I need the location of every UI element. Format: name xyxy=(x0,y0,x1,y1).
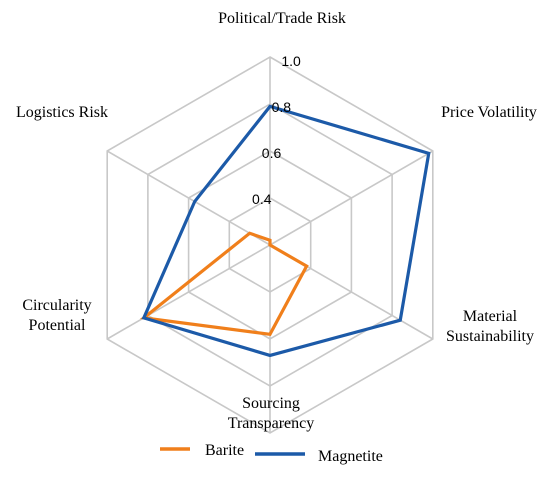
axis-label-2: Material Sustainability xyxy=(446,308,534,345)
tick-label-0: 0.4 xyxy=(252,191,272,207)
legend-label-1: Magnetite xyxy=(318,448,383,465)
axis-label-line: Circularity xyxy=(22,297,91,314)
series-line-0 xyxy=(139,231,309,337)
axis-label-line: Political/Trade Risk xyxy=(218,10,346,27)
grid-spoke-5 xyxy=(106,150,271,246)
radar-series xyxy=(139,104,431,358)
axis-label-line: Transparency xyxy=(228,415,315,432)
grid-spoke-1 xyxy=(269,150,434,246)
series-line-1 xyxy=(141,104,431,358)
tick-label-3: 1.0 xyxy=(281,53,301,69)
radial-tick-labels: 0.4 0.6 0.8 1.0 xyxy=(252,53,301,207)
axis-label-1: Price Volatility xyxy=(441,104,537,121)
axis-label-0: Political/Trade Risk xyxy=(218,10,346,27)
axis-label-4: Circularity Potential xyxy=(22,297,91,334)
axis-label-5: Logistics Risk xyxy=(16,104,108,121)
legend-label-0: Barite xyxy=(205,442,244,459)
axis-label-line: Price Volatility xyxy=(441,104,537,121)
axis-label-line: Material xyxy=(463,308,518,325)
axis-label-line: Sustainability xyxy=(446,328,534,345)
axis-labels: Political/Trade Risk Price Volatility Mate… xyxy=(16,10,537,432)
axis-label-line: Logistics Risk xyxy=(16,104,108,121)
grid-spoke-4 xyxy=(106,244,271,340)
axis-label-3: Sourcing Transparency xyxy=(228,395,315,432)
tick-label-1: 0.6 xyxy=(262,145,282,161)
tick-label-2: 0.8 xyxy=(272,99,292,115)
radar-grid xyxy=(106,56,434,434)
axis-label-line: Potential xyxy=(29,317,86,334)
axis-label-line: Sourcing xyxy=(242,395,300,412)
legend: Barite Magnetite xyxy=(160,442,383,465)
